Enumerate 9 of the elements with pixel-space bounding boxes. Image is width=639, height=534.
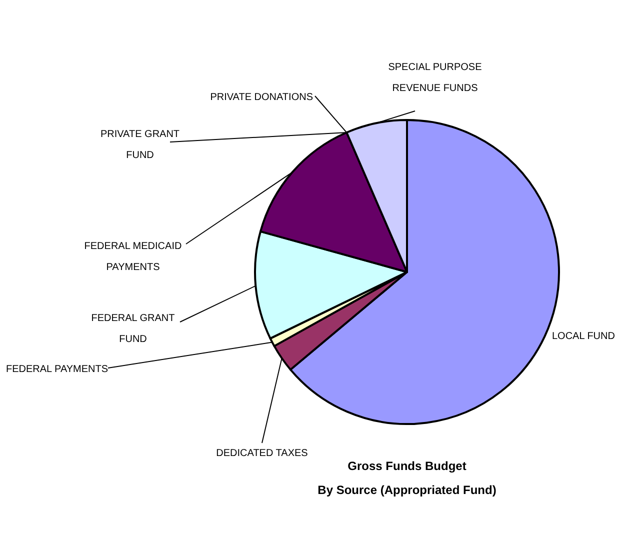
slice-label: FEDERAL PAYMENTS [6, 364, 108, 375]
category-label: PRIVATE DONATIONS [210, 92, 313, 103]
slice-label: FEDERAL MEDICAID PAYMENTS [84, 241, 182, 273]
text: Gross Funds Budget By Source (Appropriated Fund) [318, 459, 496, 497]
slice-label: SPECIAL PURPOSE REVENUE FUNDS [388, 62, 482, 94]
slice-label: DEDICATED TAXES [216, 448, 308, 459]
slice-label: LOCAL FUND [552, 331, 615, 342]
slice-label: FEDERAL GRANT FUND [91, 313, 175, 345]
category-label: PRIVATE GRANT FUND [100, 129, 180, 161]
